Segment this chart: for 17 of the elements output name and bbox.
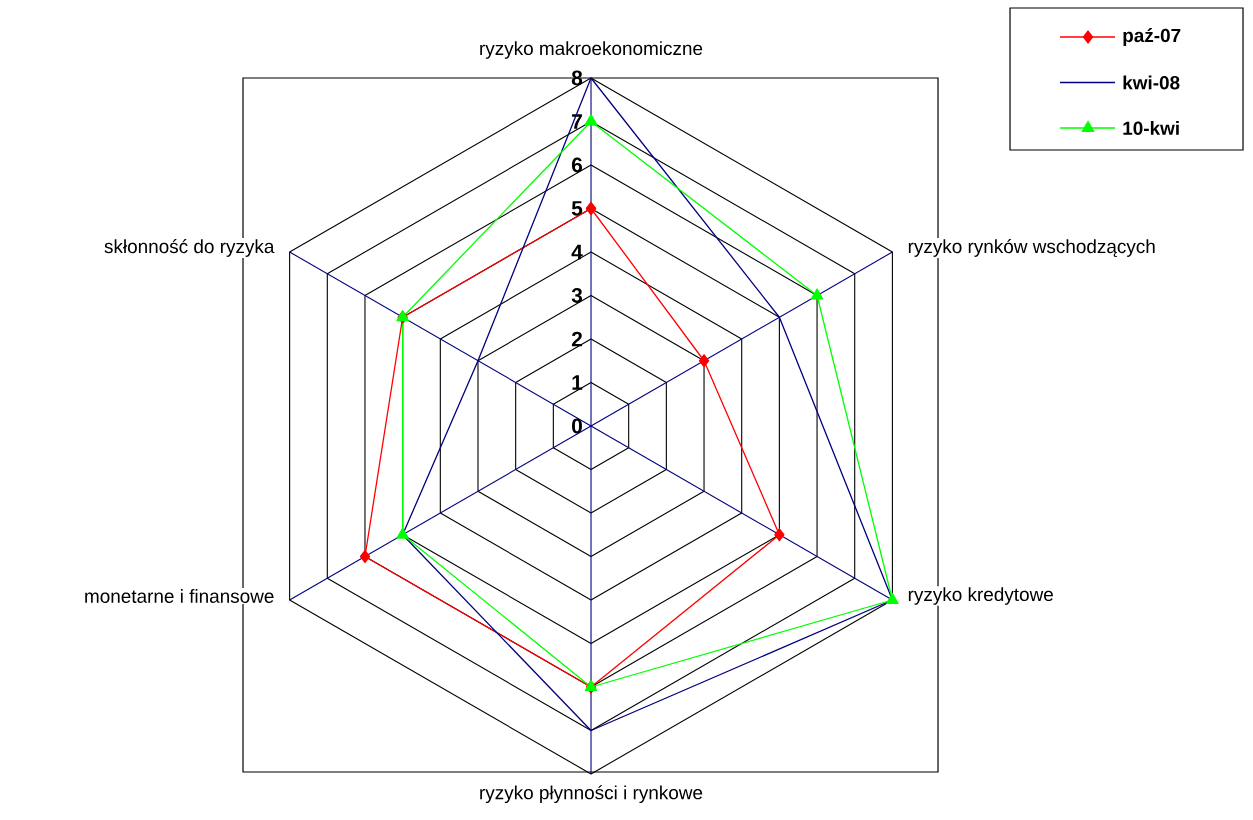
y-tick-label: 3 [571,288,583,303]
y-tick-label: 4 [571,244,583,260]
y-tick-label: 6 [571,157,583,173]
y-tick-label: 2 [571,331,582,347]
spoke-label: ryzyko płynności i rynkowe [480,785,703,804]
y-tick-label: 5 [571,201,583,216]
legend-label: kwi-08 [1123,75,1180,90]
spoke-label: monetarne i finansowe [85,589,274,603]
spoke-label: ryzyko makroekonomiczne [480,41,703,59]
legend-label: 10-kwi [1123,121,1179,135]
spoke-label: ryzyko kredytowe [908,587,1053,605]
spoke-label: skłonność do ryzyka [104,239,275,257]
y-tick-label: 0 [572,418,582,434]
legend-label: paź-07 [1123,28,1181,46]
y-tick-label: 8 [571,70,583,86]
spoke-label: ryzyko rynków wschodzących [908,239,1155,257]
y-tick-label: 1 [572,375,583,390]
